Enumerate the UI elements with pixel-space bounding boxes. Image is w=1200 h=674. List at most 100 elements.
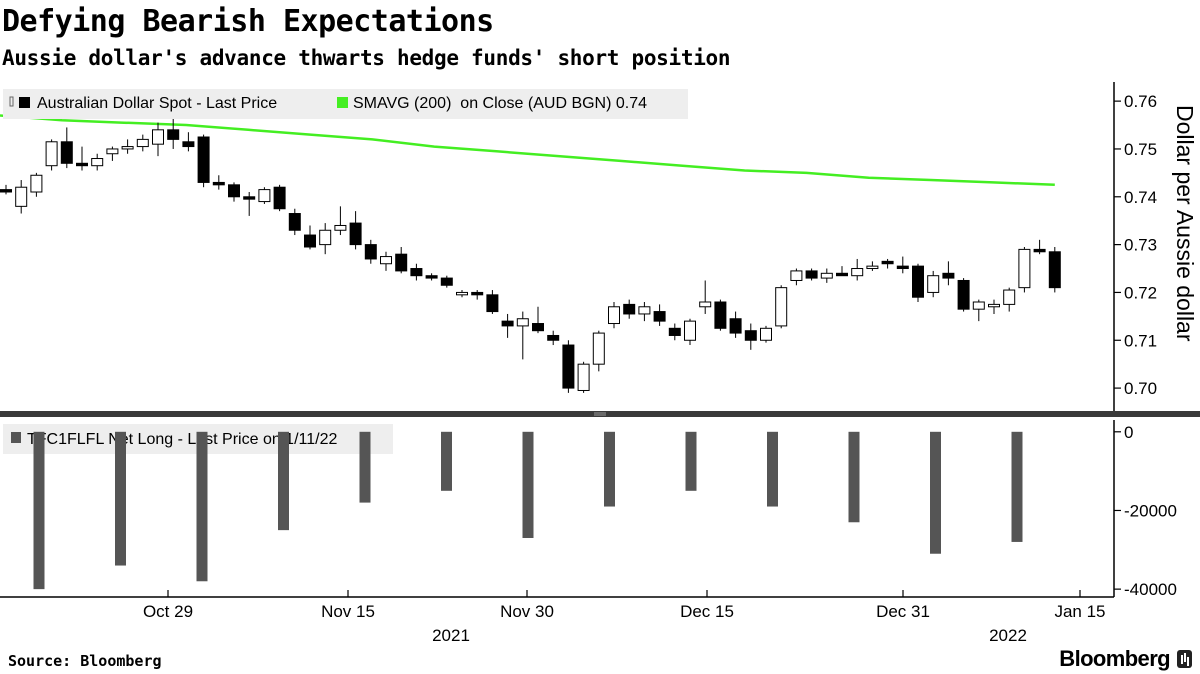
candle[interactable]: [988, 299, 1000, 314]
candle[interactable]: [334, 206, 347, 236]
candle[interactable]: [820, 268, 833, 283]
candle[interactable]: [972, 299, 985, 322]
candle[interactable]: [380, 251, 392, 271]
candle[interactable]: [623, 299, 636, 319]
candle[interactable]: [471, 290, 484, 300]
candle-body-down: [486, 294, 499, 313]
net-long-bar[interactable]: [196, 431, 208, 582]
candle-body-up: [638, 306, 651, 315]
net-long-bar[interactable]: [441, 431, 452, 491]
candle[interactable]: [1033, 239, 1046, 255]
net-long-bar[interactable]: [848, 431, 860, 523]
candle[interactable]: [76, 146, 88, 171]
net-long-bar[interactable]: [930, 431, 941, 554]
candle-legend-icon-small: [9, 96, 14, 107]
candle-body-up: [775, 287, 788, 327]
candle[interactable]: [167, 117, 180, 149]
candle[interactable]: [197, 134, 210, 188]
candle[interactable]: [790, 268, 803, 286]
candle[interactable]: [425, 273, 438, 281]
candle[interactable]: [881, 258, 894, 269]
candle[interactable]: [273, 184, 286, 212]
net-long-bar[interactable]: [1011, 431, 1023, 542]
candle[interactable]: [562, 340, 575, 393]
candle[interactable]: [942, 261, 955, 286]
candle[interactable]: [410, 263, 423, 281]
candle[interactable]: [684, 318, 696, 346]
panel-divider[interactable]: [0, 411, 1200, 417]
candle[interactable]: [258, 187, 271, 204]
candle[interactable]: [60, 127, 73, 169]
candle[interactable]: [364, 239, 377, 264]
y-tick-label: 0: [1124, 423, 1133, 442]
candle[interactable]: [440, 275, 453, 288]
candle[interactable]: [927, 270, 940, 298]
candle[interactable]: [319, 223, 332, 255]
candle[interactable]: [896, 256, 909, 274]
candle[interactable]: [228, 182, 240, 202]
candle[interactable]: [836, 266, 848, 277]
candle[interactable]: [851, 258, 864, 281]
candle[interactable]: [957, 278, 970, 312]
candle[interactable]: [243, 192, 256, 216]
candle[interactable]: [714, 299, 727, 331]
candle[interactable]: [638, 302, 651, 322]
candle-body-up: [790, 270, 803, 281]
candle[interactable]: [1003, 287, 1016, 312]
candle[interactable]: [121, 139, 134, 154]
candle[interactable]: [1018, 247, 1031, 293]
candle[interactable]: [45, 139, 58, 171]
candle[interactable]: [30, 172, 43, 197]
net-long-bar[interactable]: [278, 431, 289, 531]
candle[interactable]: [136, 134, 149, 152]
candle[interactable]: [744, 323, 757, 350]
candle[interactable]: [547, 330, 560, 346]
candle[interactable]: [501, 313, 514, 338]
candle[interactable]: [608, 302, 620, 329]
candle[interactable]: [760, 325, 772, 343]
candle[interactable]: [805, 268, 818, 281]
net-long-bar[interactable]: [685, 431, 697, 491]
net-long-bar[interactable]: [359, 431, 371, 503]
candle[interactable]: [288, 208, 301, 236]
candle-body-up: [592, 332, 605, 365]
candle[interactable]: [1048, 247, 1061, 293]
y-axis-title: Dollar per Aussie dollar: [1172, 105, 1198, 342]
net-long-bar[interactable]: [33, 431, 45, 590]
candle[interactable]: [304, 225, 316, 250]
candle[interactable]: [91, 153, 104, 171]
net-long-bar[interactable]: [767, 431, 778, 507]
candle[interactable]: [395, 247, 408, 274]
y-tick-label: 0.75: [1124, 140, 1157, 159]
candle-body-up: [456, 291, 468, 296]
candle[interactable]: [152, 122, 164, 157]
candle[interactable]: [212, 175, 225, 190]
candle[interactable]: [592, 330, 605, 372]
candle[interactable]: [912, 263, 924, 302]
candle[interactable]: [15, 180, 28, 214]
candle[interactable]: [668, 323, 681, 341]
candle-body-down: [349, 222, 362, 246]
candle-body-down: [0, 189, 12, 193]
candle-body-up: [91, 158, 104, 167]
net-long-bar[interactable]: [522, 431, 534, 538]
candle[interactable]: [106, 146, 119, 161]
candle[interactable]: [486, 290, 499, 314]
candle[interactable]: [456, 290, 468, 298]
candle[interactable]: [729, 311, 742, 338]
candle[interactable]: [516, 311, 529, 360]
candle[interactable]: [349, 211, 362, 250]
candle-body-down: [623, 303, 636, 315]
candle[interactable]: [653, 304, 666, 326]
candle[interactable]: [866, 261, 879, 271]
candle[interactable]: [577, 361, 590, 393]
net-long-bar[interactable]: [115, 431, 126, 566]
net-long-bar[interactable]: [604, 431, 615, 507]
legend-sma-label: SMAVG (200) on Close (AUD BGN) 0.74: [353, 95, 647, 112]
candle-body-down: [304, 234, 316, 248]
candle[interactable]: [775, 285, 788, 329]
candle[interactable]: [182, 132, 195, 152]
candle[interactable]: [532, 306, 544, 334]
candle[interactable]: [699, 280, 712, 314]
candle[interactable]: [0, 184, 12, 195]
